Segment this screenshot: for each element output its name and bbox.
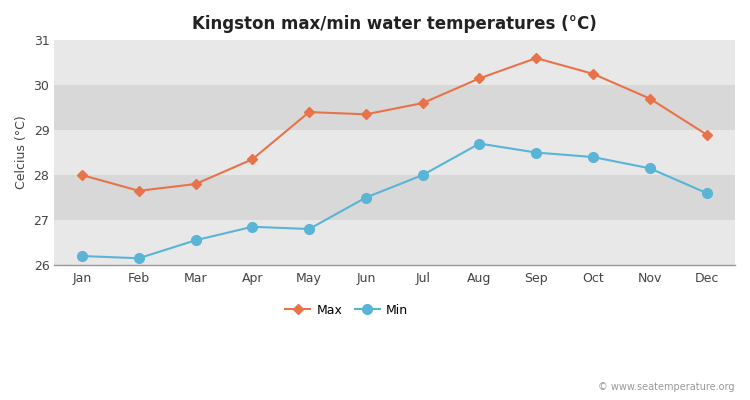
Y-axis label: Celcius (°C): Celcius (°C)	[15, 116, 28, 190]
Bar	[53, 130, 735, 175]
Text: © www.seatemperature.org: © www.seatemperature.org	[598, 382, 735, 392]
Legend: Max, Min: Max, Min	[280, 299, 413, 322]
Bar	[53, 220, 735, 265]
Title: Kingston max/min water temperatures (°C): Kingston max/min water temperatures (°C)	[192, 15, 597, 33]
Bar	[53, 40, 735, 85]
Bar	[53, 85, 735, 130]
Bar	[53, 175, 735, 220]
